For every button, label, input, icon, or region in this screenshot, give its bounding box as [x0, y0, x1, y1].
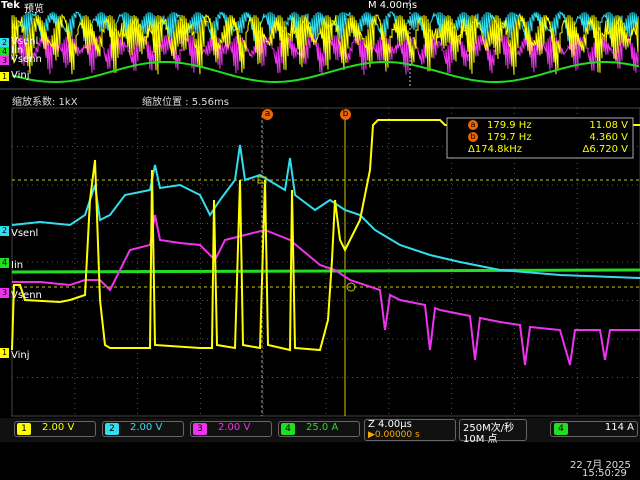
brand: Tek [1, 0, 20, 11]
overview-channel-label: Iin [11, 45, 24, 56]
wave-vinj [11, 119, 640, 352]
overview-channel-label: Vsenl [11, 36, 39, 47]
overview-channel-label: Vsenn [11, 54, 42, 65]
channel-scale-box [102, 421, 184, 437]
channel-number: 2 [0, 226, 9, 236]
trigger-box [550, 421, 638, 437]
mode: 预览 [24, 4, 44, 15]
measurement-voltage: 11.08 V [589, 120, 628, 131]
overview-channel-number: 4 [0, 47, 9, 56]
channel-scale-box [190, 421, 272, 437]
channel-label: Iin [11, 260, 24, 271]
acq-box [459, 419, 527, 441]
horizontal-scale: Z 4.00µs [368, 419, 412, 430]
wave-vsenl [11, 144, 640, 279]
date: 22 7月 2025 [570, 460, 631, 471]
cursor-b-point [346, 282, 356, 292]
channel-number: 4 [0, 258, 9, 268]
main-graticule [11, 107, 640, 417]
measurement-voltage: 4.360 V [589, 132, 628, 143]
channel-scale: 2.00 V [218, 422, 251, 433]
channel-label: Vsenl [11, 228, 39, 239]
cursor-a-label: a [262, 109, 273, 120]
horizontal-box [364, 419, 456, 441]
channel-scale-number: 3 [193, 423, 207, 435]
channel-label: Vsenn [11, 290, 42, 301]
measurement-frequency: 179.9 Hz [487, 120, 532, 131]
zoom-factor: 缩放系数: 1kX [12, 97, 78, 108]
overview-waves [11, 10, 640, 83]
overview-channel-number: 2 [0, 38, 9, 47]
sample-rate: 250M次/秒 [463, 423, 515, 434]
delay: ▶0.00000 s [368, 430, 420, 440]
wave-iin [11, 268, 640, 274]
channel-scale-box [278, 421, 360, 437]
timebase: M 4.00ms [368, 0, 418, 11]
channel-scale: 2.00 V [42, 422, 75, 433]
overview-wave [11, 13, 639, 75]
measurement-marker: b [468, 132, 478, 142]
cursor-b-label: b [340, 109, 351, 120]
overview-channel-number: 1 [0, 72, 9, 81]
channel-scale-number: 1 [17, 423, 31, 435]
channel-number: 1 [0, 348, 9, 358]
time: 15:50:29 [582, 468, 627, 479]
measurement-frequency: 179.7 Hz [487, 132, 532, 143]
channel-scale-number: 2 [105, 423, 119, 435]
cursor-a-point [257, 176, 267, 184]
channel-scale: 25.0 A [306, 422, 339, 433]
measurement-box [446, 117, 634, 159]
measurement-voltage: Δ6.720 V [582, 144, 629, 155]
trigger-level: 114 A [604, 422, 634, 433]
trigger-channel: 4 [554, 423, 568, 435]
channel-number: 3 [0, 288, 9, 298]
overview-iin [11, 61, 640, 83]
measurement-frequency: Δ174.8kHz [468, 144, 523, 155]
zoom-position: 缩放位置 : 5.56ms [142, 97, 229, 108]
channel-scale: 2.00 V [130, 422, 163, 433]
channel-scale-box [14, 421, 96, 437]
overview-channel-label: Vinj [11, 70, 30, 81]
record-length: 10M 点 [463, 434, 498, 445]
wave-vsenn [12, 214, 640, 366]
channel-scale-number: 4 [281, 423, 295, 435]
measurement-marker: a [468, 120, 478, 130]
channel-label: Vinj [11, 350, 30, 361]
overview-channel-number: 3 [0, 56, 9, 65]
